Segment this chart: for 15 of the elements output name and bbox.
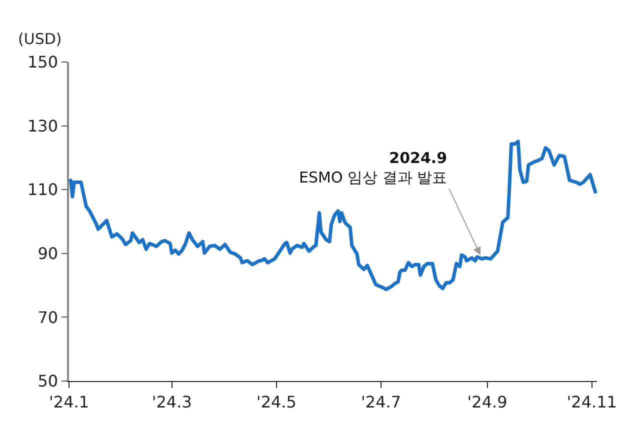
y-tick-label: 110 (28, 180, 58, 200)
x-tick-label: '24.3 (152, 392, 192, 412)
y-tick-label: 150 (28, 52, 58, 72)
y-axis-title: (USD) (18, 30, 62, 48)
line-series (69, 140, 597, 292)
y-tick-label: 70 (38, 308, 58, 327)
x-tick-label: '24.9 (467, 392, 508, 412)
x-tick-label: '24.11 (566, 392, 617, 412)
x-tick-label: '24.5 (256, 392, 296, 412)
y-tick-label: 50 (38, 372, 58, 391)
annotation: 2024.9 ESMO 임상 결과 발표 (299, 149, 448, 186)
y-tick-label: 130 (28, 116, 58, 136)
x-tick-label: '24.7 (360, 392, 402, 412)
y-tick-label: 90 (38, 244, 58, 263)
x-tick-label: '24.1 (48, 392, 90, 412)
